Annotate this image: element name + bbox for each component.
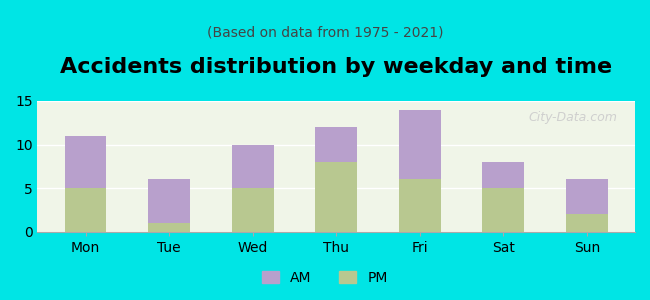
Bar [566,214,608,232]
Text: City-Data.com: City-Data.com [528,111,617,124]
Bar [232,145,274,188]
Bar [148,223,190,232]
Bar [566,179,608,214]
Bar [399,179,441,232]
Bar [482,188,525,232]
Bar [64,188,107,232]
Text: (Based on data from 1975 - 2021): (Based on data from 1975 - 2021) [207,25,443,39]
Bar [232,188,274,232]
Bar [399,110,441,179]
Title: Accidents distribution by weekday and time: Accidents distribution by weekday and ti… [60,57,612,77]
Bar [315,162,357,232]
Bar [315,127,357,162]
Bar [64,136,107,188]
Legend: AM, PM: AM, PM [257,265,393,290]
Bar [482,162,525,188]
Bar [148,179,190,223]
